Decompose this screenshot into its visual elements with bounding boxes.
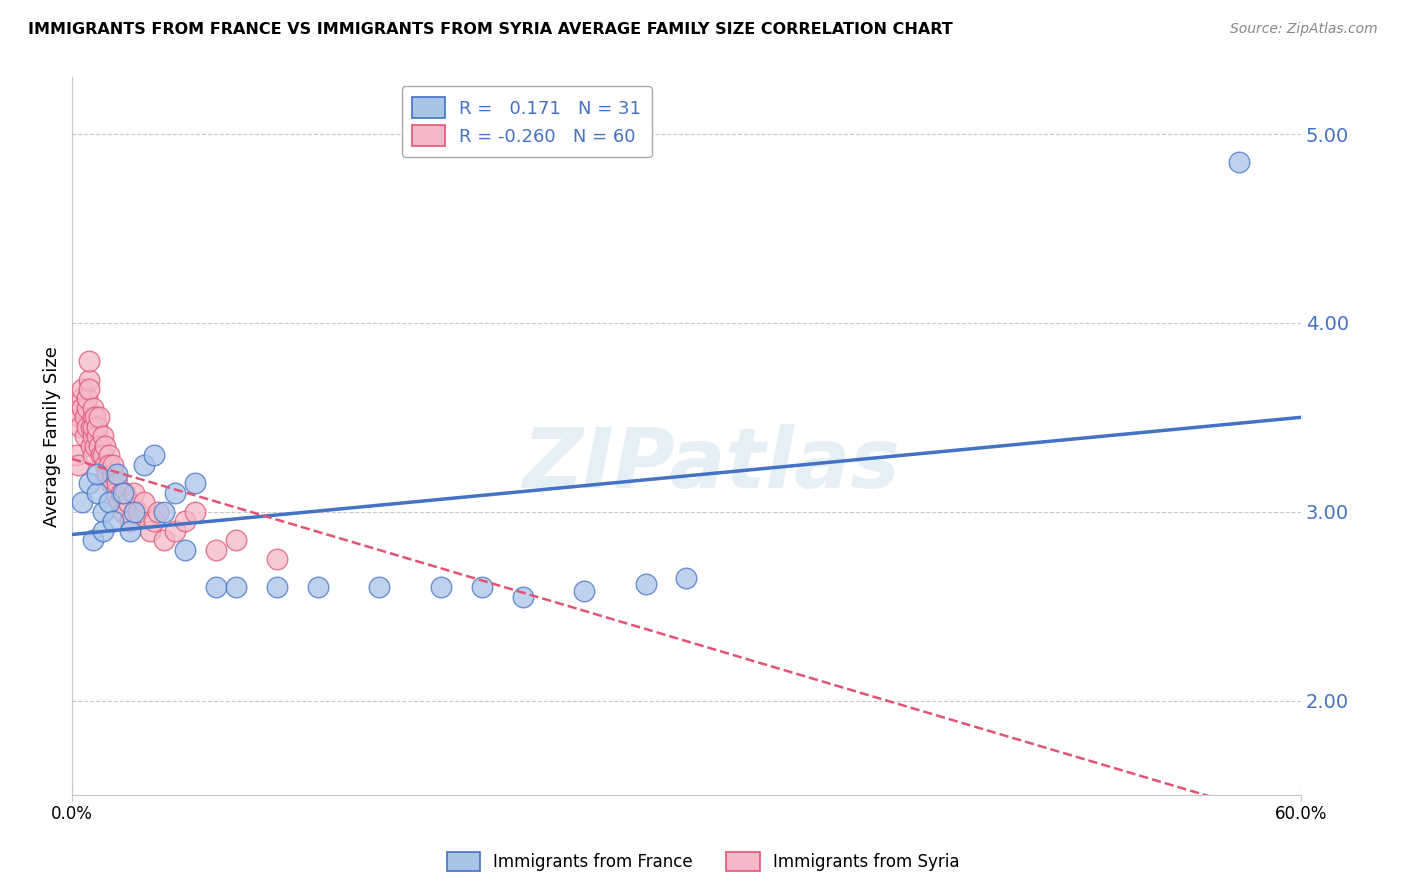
Point bbox=[94, 439, 117, 453]
Point bbox=[127, 505, 149, 519]
Point bbox=[98, 458, 121, 472]
Text: ZIPatlas: ZIPatlas bbox=[522, 425, 900, 506]
Point bbox=[634, 576, 657, 591]
Point bbox=[76, 401, 98, 415]
Point bbox=[675, 571, 697, 585]
Point bbox=[87, 410, 110, 425]
Point bbox=[83, 439, 105, 453]
Point bbox=[153, 533, 176, 548]
Point bbox=[173, 542, 195, 557]
Text: IMMIGRANTS FROM FRANCE VS IMMIGRANTS FROM SYRIA AVERAGE FAMILY SIZE CORRELATION : IMMIGRANTS FROM FRANCE VS IMMIGRANTS FRO… bbox=[28, 22, 953, 37]
Point bbox=[368, 580, 391, 594]
Point bbox=[86, 486, 108, 500]
Point bbox=[72, 382, 94, 396]
Point bbox=[86, 429, 108, 443]
Point bbox=[77, 382, 100, 396]
Point bbox=[163, 524, 186, 538]
Point bbox=[91, 429, 114, 443]
Point bbox=[471, 580, 494, 594]
Point bbox=[91, 524, 114, 538]
Point bbox=[76, 419, 98, 434]
Point bbox=[98, 495, 121, 509]
Point bbox=[153, 505, 176, 519]
Point bbox=[73, 410, 96, 425]
Point bbox=[132, 458, 155, 472]
Point bbox=[105, 476, 128, 491]
Point bbox=[108, 495, 131, 509]
Point bbox=[110, 486, 132, 500]
Point bbox=[112, 505, 135, 519]
Point bbox=[1227, 155, 1250, 169]
Point bbox=[69, 419, 91, 434]
Point bbox=[139, 524, 162, 538]
Point bbox=[82, 410, 104, 425]
Point bbox=[266, 580, 288, 594]
Point bbox=[79, 419, 101, 434]
Point bbox=[67, 458, 90, 472]
Point bbox=[72, 401, 94, 415]
Point bbox=[83, 410, 105, 425]
Point bbox=[96, 467, 118, 481]
Point bbox=[101, 514, 124, 528]
Point bbox=[512, 590, 534, 604]
Point bbox=[87, 439, 110, 453]
Point bbox=[173, 514, 195, 528]
Point bbox=[143, 514, 166, 528]
Point bbox=[143, 448, 166, 462]
Point bbox=[79, 439, 101, 453]
Point bbox=[148, 505, 170, 519]
Point bbox=[266, 552, 288, 566]
Point bbox=[118, 514, 141, 528]
Point bbox=[184, 505, 207, 519]
Point bbox=[122, 486, 145, 500]
Legend: Immigrants from France, Immigrants from Syria: Immigrants from France, Immigrants from … bbox=[439, 843, 967, 880]
Point bbox=[118, 524, 141, 538]
Point bbox=[429, 580, 451, 594]
Point bbox=[204, 542, 226, 557]
Point bbox=[86, 467, 108, 481]
Point bbox=[112, 486, 135, 500]
Point bbox=[163, 486, 186, 500]
Point bbox=[117, 495, 139, 509]
Point bbox=[101, 467, 124, 481]
Point bbox=[82, 448, 104, 462]
Point bbox=[77, 476, 100, 491]
Point bbox=[72, 495, 94, 509]
Point bbox=[90, 448, 112, 462]
Point bbox=[101, 458, 124, 472]
Point bbox=[105, 467, 128, 481]
Point bbox=[82, 401, 104, 415]
Text: Source: ZipAtlas.com: Source: ZipAtlas.com bbox=[1230, 22, 1378, 37]
Point bbox=[122, 505, 145, 519]
Point bbox=[104, 486, 127, 500]
Point bbox=[73, 429, 96, 443]
Legend: R =   0.171   N = 31, R = -0.260   N = 60: R = 0.171 N = 31, R = -0.260 N = 60 bbox=[402, 87, 652, 157]
Point bbox=[225, 533, 247, 548]
Point bbox=[91, 505, 114, 519]
Point bbox=[114, 486, 136, 500]
Point bbox=[72, 392, 94, 406]
Point bbox=[82, 419, 104, 434]
Y-axis label: Average Family Size: Average Family Size bbox=[44, 346, 60, 526]
Point bbox=[77, 353, 100, 368]
Point bbox=[77, 373, 100, 387]
Point bbox=[86, 419, 108, 434]
Point bbox=[307, 580, 329, 594]
Point bbox=[100, 476, 122, 491]
Point bbox=[76, 392, 98, 406]
Point bbox=[94, 458, 117, 472]
Point bbox=[572, 584, 595, 599]
Point bbox=[225, 580, 247, 594]
Point bbox=[184, 476, 207, 491]
Point bbox=[132, 495, 155, 509]
Point bbox=[82, 429, 104, 443]
Point bbox=[91, 448, 114, 462]
Point bbox=[82, 533, 104, 548]
Point bbox=[204, 580, 226, 594]
Point bbox=[69, 410, 91, 425]
Point bbox=[98, 448, 121, 462]
Point bbox=[65, 448, 87, 462]
